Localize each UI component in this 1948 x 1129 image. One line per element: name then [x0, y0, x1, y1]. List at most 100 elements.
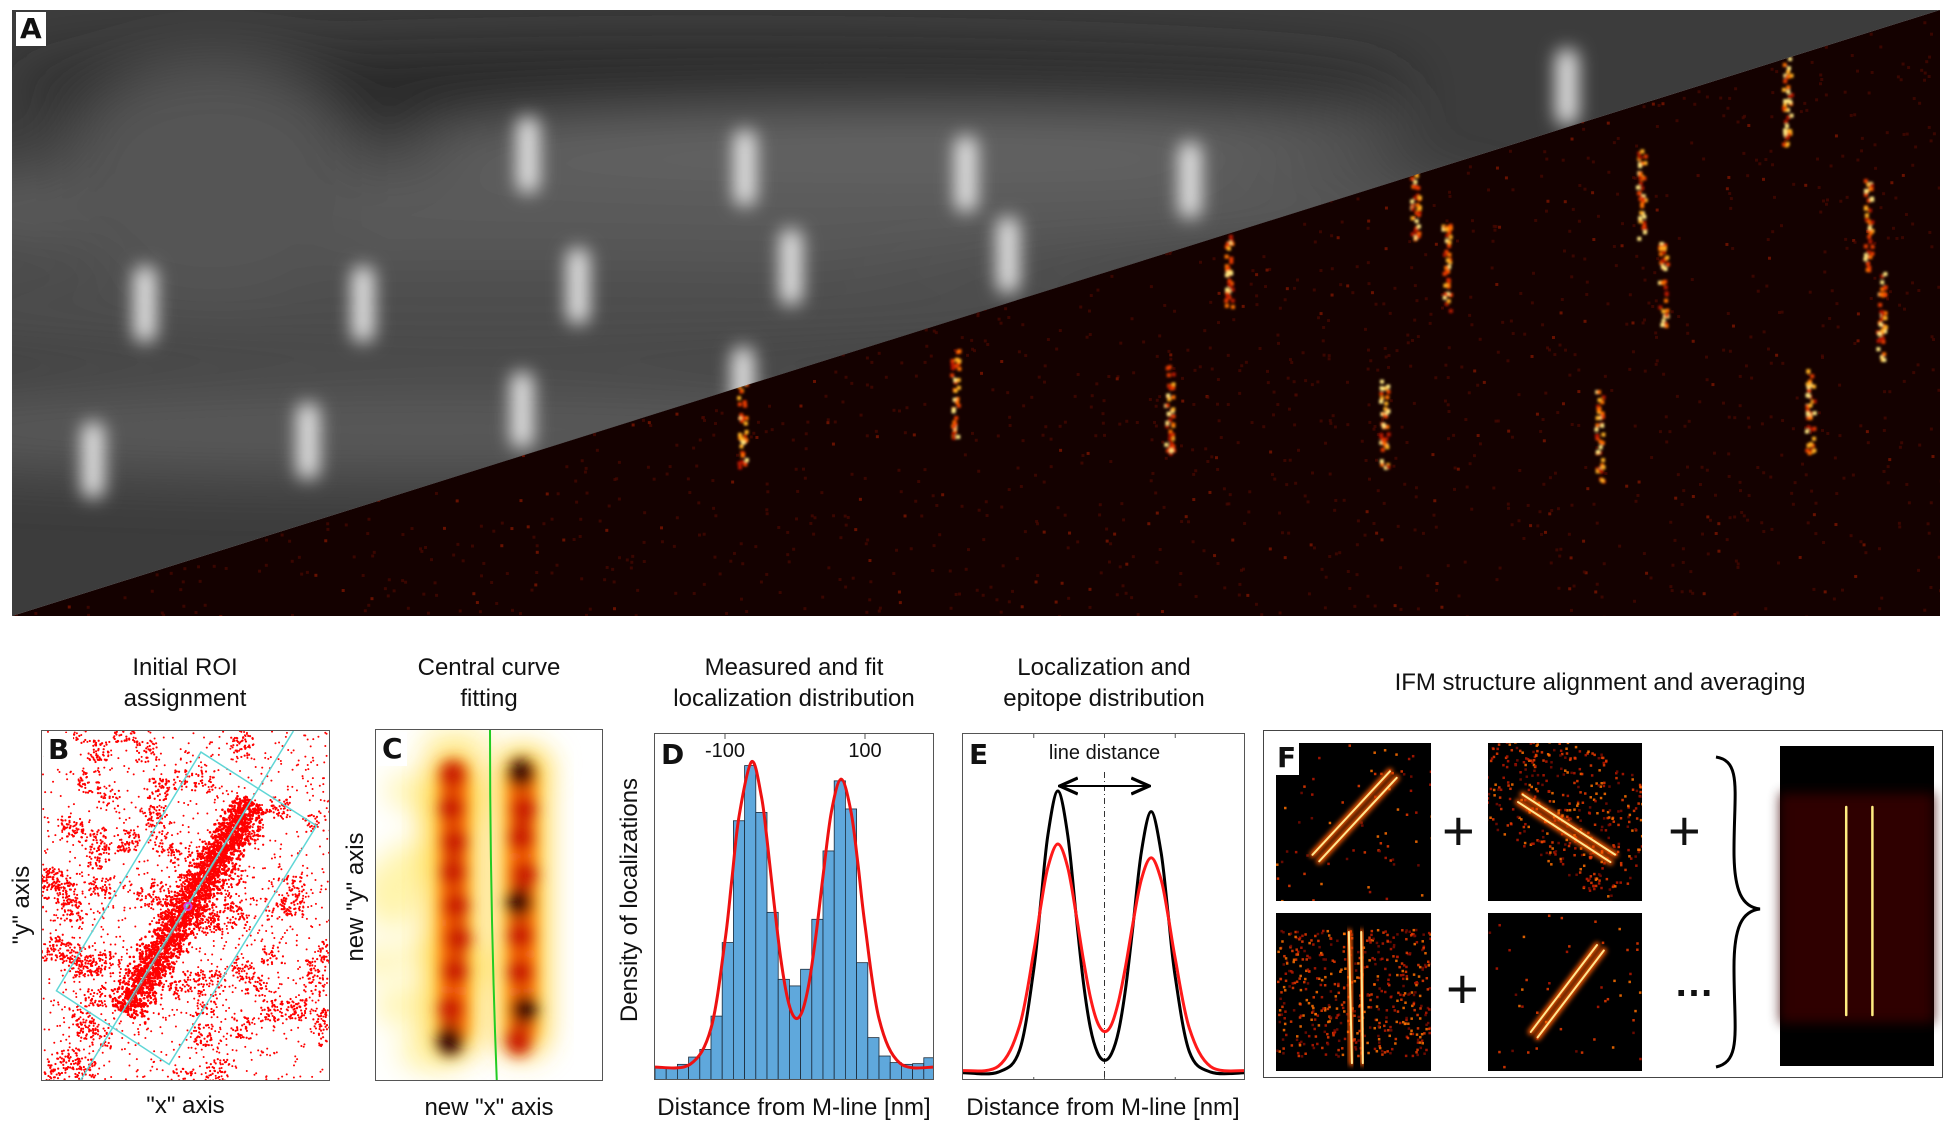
- ellipsis: …: [1674, 961, 1714, 1005]
- panel-e-label: E: [965, 738, 993, 772]
- widefield-band: [997, 217, 1019, 293]
- panel-f-label: F: [1274, 741, 1300, 775]
- fibril-line: [1347, 930, 1353, 1065]
- curly-brace: [1715, 755, 1761, 1069]
- histogram-bar: [856, 962, 869, 1079]
- panel-d-title-line: localization distribution: [673, 685, 915, 712]
- panel-c-label: C: [378, 732, 407, 766]
- widefield-band: [511, 372, 533, 448]
- z-disc-stripe: [1379, 379, 1391, 470]
- panel-b-title: Initial ROI assignment: [35, 652, 335, 714]
- histogram-bar: [912, 1063, 925, 1079]
- panel-b-title-line: Initial ROI: [132, 654, 238, 681]
- plus-sign: +: [1668, 799, 1701, 862]
- histogram-bar: [800, 968, 813, 1079]
- z-disc-stripe: [1594, 390, 1606, 484]
- overlay-widefield-superres-image: [12, 10, 1940, 616]
- widefield-band: [734, 130, 756, 206]
- panel-b-y-axis-label: "y" axis: [8, 865, 35, 945]
- panel-b-x-axis-label: "x" axis: [146, 1092, 225, 1119]
- z-disc-stripe: [1164, 365, 1176, 456]
- histogram-bar: [721, 942, 734, 1079]
- fibril-line: [1360, 930, 1364, 1065]
- structure-alignment-images: [1276, 743, 1934, 1071]
- panel-b-label: B: [44, 733, 74, 767]
- histogram-bar: [878, 1055, 891, 1079]
- panel-e-title-line: epitope distribution: [1003, 685, 1205, 712]
- widefield-band: [1179, 142, 1201, 218]
- panel-b-roi-plot: B: [41, 730, 330, 1081]
- z-disc-stripe: [1863, 179, 1875, 273]
- z-disc-stripe: [950, 349, 962, 440]
- panel-f-averaging: F + + + …: [1263, 730, 1943, 1078]
- fibril-line: [1521, 793, 1617, 856]
- histogram-bar: [766, 911, 779, 1079]
- z-disc-stripe: [1782, 57, 1794, 148]
- z-disc-stripe: [1441, 223, 1453, 314]
- roi-rectangle: [55, 751, 318, 1066]
- histogram-bar: [889, 1062, 902, 1079]
- histogram-bar: [755, 812, 768, 1079]
- z-disc-stripe: [1876, 272, 1888, 363]
- aligned-structure-4: [1488, 913, 1642, 1071]
- roi-axis-line: [79, 731, 295, 1080]
- density-columns: [436, 758, 538, 1056]
- panel-c-x-axis-label: new "x" axis: [424, 1094, 554, 1121]
- localization-points: [42, 731, 329, 1080]
- widefield-band: [82, 422, 104, 498]
- x-tick-label: -100: [704, 740, 746, 762]
- widefield-band: [352, 266, 374, 342]
- fibril-line: [1311, 770, 1391, 856]
- localization-distribution-line: [963, 842, 1244, 1073]
- panel-d-x-axis-label: Distance from M-line [nm]: [657, 1094, 931, 1121]
- panel-a-image: A: [12, 10, 1940, 616]
- fit-line: [655, 760, 933, 1070]
- epitope-distribution-chart: [963, 734, 1244, 1079]
- panel-e-x-axis-label: Distance from M-line [nm]: [966, 1094, 1240, 1121]
- panel-d-title-line: Measured and fit: [704, 654, 884, 681]
- plus-sign: +: [1446, 957, 1479, 1020]
- widefield-band: [567, 248, 589, 324]
- panel-f-title: IFM structure alignment and averaging: [1394, 669, 1806, 696]
- panel-a-label: A: [16, 12, 46, 46]
- panel-c-density-map: C: [375, 729, 603, 1081]
- panel-e-title-line: Localization and: [1017, 654, 1191, 681]
- localization-histogram-chart: [655, 734, 933, 1079]
- z-disc-stripe: [1658, 242, 1670, 329]
- panel-d-label: D: [657, 738, 689, 772]
- histogram-bar: [788, 985, 801, 1079]
- histogram-bar: [744, 765, 757, 1079]
- panel-c-title: Central curve fitting: [339, 652, 639, 714]
- panel-e-epitope-plot: E line distance: [962, 733, 1245, 1080]
- z-disc-stripe: [1805, 369, 1817, 456]
- histogram-bar: [822, 850, 835, 1079]
- roi-center-marker: [183, 902, 193, 911]
- z-disc-stripe: [1410, 159, 1422, 242]
- panel-c-y-axis-label: new "y" axis: [342, 832, 369, 962]
- averaged-structure: [1780, 746, 1934, 1066]
- x-tick-label: 100: [848, 740, 882, 762]
- panel-d-y-axis-label: Density of localizations: [616, 777, 643, 1023]
- panel-d-histogram: D -100 100: [654, 733, 934, 1080]
- fibril-axis-line: [128, 807, 248, 1006]
- widefield-band: [517, 117, 539, 193]
- histogram-bar: [833, 780, 846, 1079]
- panel-b-title-line: assignment: [123, 685, 247, 712]
- widefield-band: [1556, 49, 1578, 125]
- panel-c-title-line: fitting: [460, 685, 518, 712]
- panel-e-title: Localization and epitope distribution: [944, 652, 1264, 714]
- widefield-band: [780, 229, 802, 305]
- z-disc-stripe: [1224, 226, 1235, 309]
- panel-d-title: Measured and fit localization distributi…: [634, 652, 954, 714]
- z-disc-stripe: [1636, 149, 1648, 241]
- line-distance-annotation: line distance: [1048, 742, 1161, 764]
- widefield-band: [955, 136, 977, 212]
- widefield-band: [297, 403, 319, 479]
- aligned-structure-3: [1276, 913, 1431, 1071]
- plus-sign: +: [1442, 799, 1475, 862]
- fibril-line: [1318, 776, 1398, 863]
- widefield-band: [134, 266, 156, 342]
- histogram-bar: [867, 1037, 880, 1079]
- fibril-line: [1536, 949, 1605, 1039]
